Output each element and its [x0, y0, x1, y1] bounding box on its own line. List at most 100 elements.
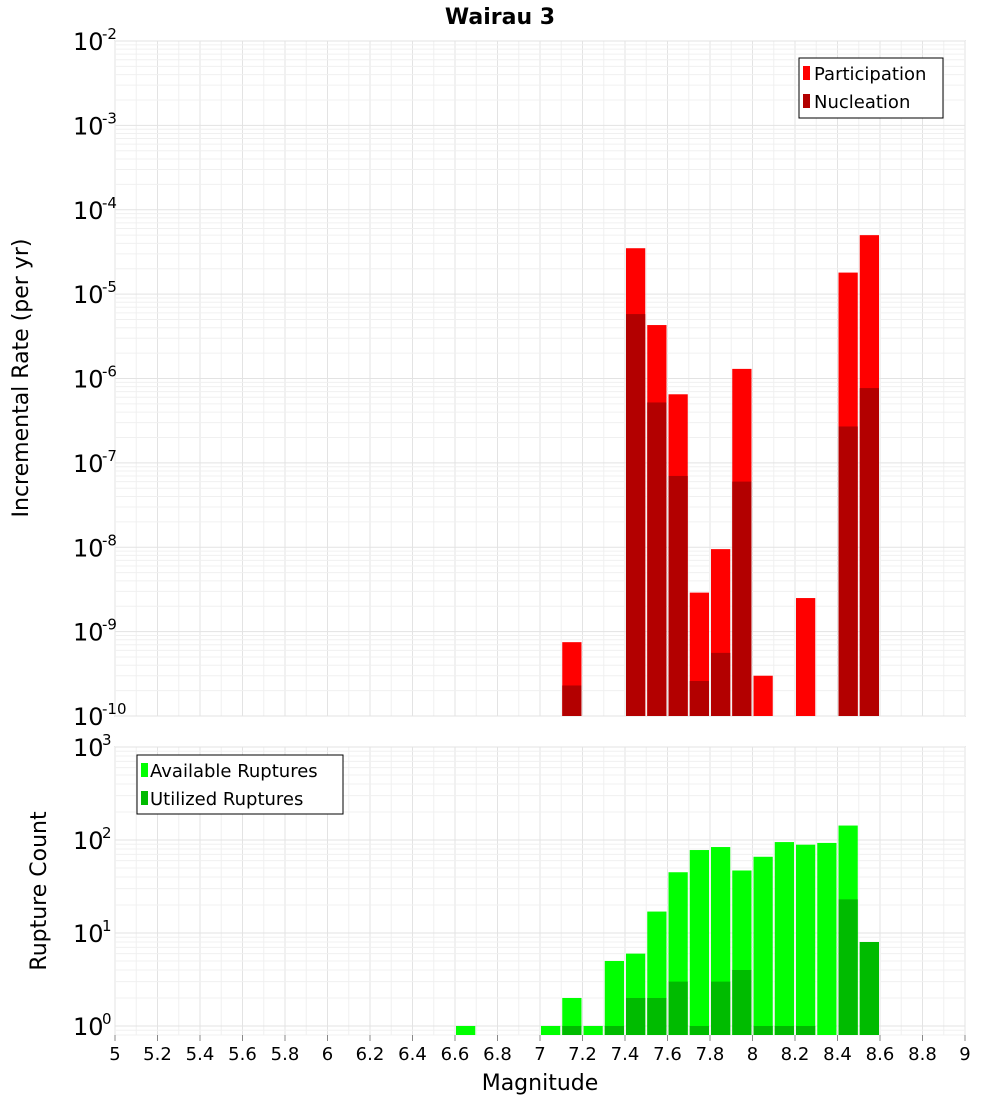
x-tick-label: 7.4 [611, 1044, 640, 1065]
x-tick-label: 7 [534, 1044, 545, 1065]
x-tick-label: 9 [959, 1044, 970, 1065]
x-tick-label: 6.8 [483, 1044, 512, 1065]
rate-legend-box [798, 57, 944, 119]
x-tick-label: 7.6 [653, 1044, 682, 1065]
x-tick-label: 5.4 [186, 1044, 215, 1065]
rate-y-tick-exponent: -6 [102, 363, 117, 381]
rate-y-tick-label: 10 [73, 281, 104, 309]
x-tick-label: 5.2 [143, 1044, 172, 1065]
rate-y-axis-label: Incremental Rate (per yr) [9, 239, 34, 518]
rate-y-tick-exponent: -10 [102, 700, 127, 718]
legend-label-available: Available Ruptures [150, 761, 318, 782]
count-bar-series2 [732, 969, 752, 1035]
count-bar-series2 [668, 981, 688, 1035]
rate-bar-series2 [647, 402, 667, 716]
rate-bar-series1 [753, 675, 773, 716]
rate-y-tick-label: 10 [73, 450, 104, 478]
legend-swatch-nucleation [803, 94, 810, 108]
x-tick-label: 8.6 [866, 1044, 895, 1065]
rate-y-tick-label: 10 [73, 619, 104, 647]
count-y-axis-label: Rupture Count [27, 811, 52, 971]
rate-bar-series2 [689, 680, 709, 716]
x-tick-label: 7.8 [696, 1044, 725, 1065]
count-bars [456, 825, 879, 1035]
x-tick-label: 7.2 [568, 1044, 597, 1065]
x-tick-label: 6.2 [356, 1044, 385, 1065]
rate-bar-series2 [838, 426, 858, 716]
legend-label-nucleation: Nucleation [814, 92, 910, 113]
count-legend: Available Ruptures Utilized Ruptures [136, 754, 344, 815]
rate-y-tick-label: 10 [73, 534, 104, 562]
rate-bars [562, 235, 879, 717]
rate-y-tick-label: 10 [73, 197, 104, 225]
rate-y-tick-exponent: -9 [102, 616, 117, 634]
x-axis-label: Magnitude [482, 1071, 599, 1096]
rate-bar-series2 [626, 314, 646, 716]
rate-y-tick-label: 10 [73, 703, 104, 731]
rate-y-tick-exponent: -3 [102, 109, 117, 127]
rate-bar-series2 [859, 388, 879, 716]
x-axis-ticks: 5 5.2 5.4 5.6 5.8 6 6.2 6.4 6.6 6.8 7 7.2 7.4 7.6 7.8 8… [109, 1035, 971, 1065]
x-tick-label: 6 [322, 1044, 333, 1065]
count-bar-series1 [604, 960, 624, 1035]
count-bar-series2 [859, 942, 879, 1035]
x-tick-label: 6.6 [441, 1044, 470, 1065]
count-bar-series2 [689, 1025, 709, 1035]
count-bar-series1 [817, 842, 837, 1035]
rate-bar-series2 [732, 481, 752, 716]
count-y-tick-exponent: 1 [102, 917, 112, 935]
count-bar-series1 [774, 842, 794, 1035]
count-legend-box [136, 754, 344, 815]
x-tick-label: 5 [109, 1044, 120, 1065]
rate-legend: Participation Nucleation [798, 57, 944, 119]
count-bar-series2 [753, 1025, 773, 1035]
count-bar-series1 [689, 850, 709, 1035]
rate-grid [114, 40, 966, 717]
count-y-tick-label: 10 [73, 920, 104, 948]
rate-y-tick-exponent: -2 [102, 25, 117, 43]
chart-title: Wairau 3 [445, 5, 555, 30]
x-tick-label: 5.8 [271, 1044, 300, 1065]
count-bar-series1 [796, 844, 816, 1035]
count-bar-series2 [774, 1025, 794, 1035]
rate-y-tick-exponent: -4 [102, 194, 117, 212]
x-tick-label: 6.4 [398, 1044, 427, 1065]
legend-swatch-utilized [141, 791, 148, 805]
rate-y-tick-exponent: -8 [102, 531, 117, 549]
count-y-tick-exponent: 0 [102, 1010, 112, 1028]
x-tick-label: 5.6 [228, 1044, 257, 1065]
count-y-tick-label: 10 [73, 1013, 104, 1041]
count-y-tick-label: 10 [73, 734, 104, 762]
count-bar-series2 [626, 997, 646, 1035]
rate-bar-series2 [562, 685, 582, 716]
x-tick-label: 8.8 [908, 1044, 937, 1065]
count-bar-series2 [647, 997, 667, 1035]
count-bar-series2 [796, 1025, 816, 1035]
x-tick-label: 8.4 [823, 1044, 852, 1065]
rate-y-tick-exponent: -7 [102, 447, 117, 465]
rate-y-tick-label: 10 [73, 28, 104, 56]
rate-y-tick-label: 10 [73, 366, 104, 394]
legend-swatch-participation [803, 66, 810, 80]
count-bar-series1 [541, 1025, 561, 1035]
count-bar-series1 [456, 1025, 476, 1035]
rate-y-tick-label: 10 [73, 112, 104, 140]
count-y-tick-exponent: 2 [102, 824, 112, 842]
count-bar-series2 [562, 1025, 582, 1035]
rate-y-tick-exponent: -5 [102, 278, 117, 296]
count-bar-series1 [583, 1025, 603, 1035]
x-tick-label: 8 [747, 1044, 758, 1065]
x-tick-label: 8.2 [781, 1044, 810, 1065]
rate-bar-series2 [668, 475, 688, 716]
legend-swatch-available [141, 763, 148, 777]
count-bar-series2 [604, 1025, 624, 1035]
count-y-tick-exponent: 3 [102, 731, 112, 749]
rate-bar-series1 [796, 598, 816, 716]
count-bar-series2 [711, 981, 731, 1035]
legend-label-utilized: Utilized Ruptures [150, 789, 303, 810]
